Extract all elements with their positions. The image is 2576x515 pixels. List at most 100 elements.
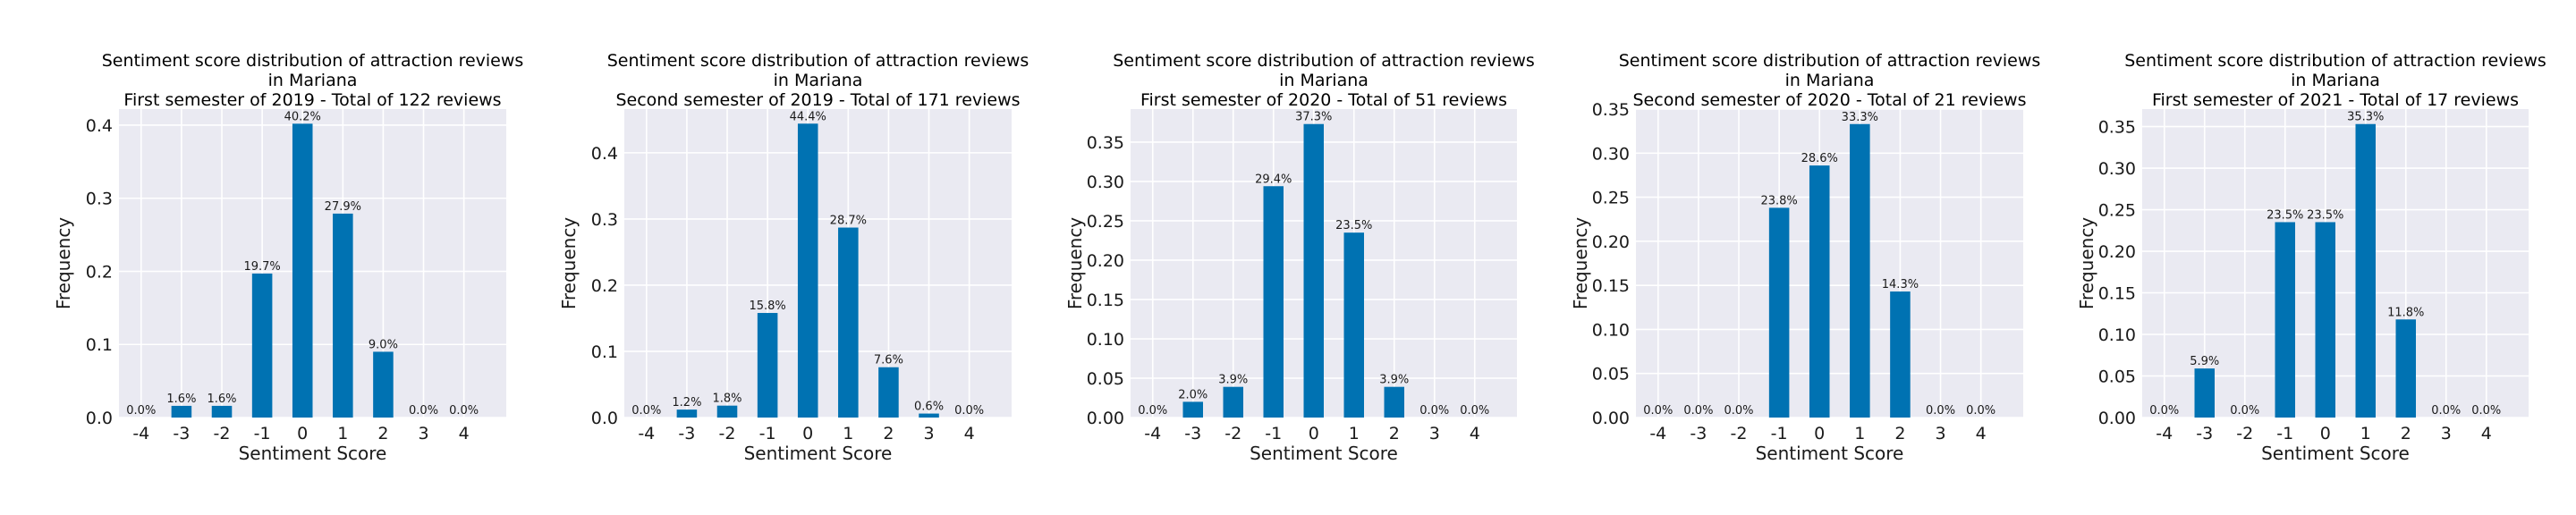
y-axis-label: Frequency bbox=[53, 217, 74, 309]
bar bbox=[333, 213, 353, 418]
y-axis-label: Frequency bbox=[558, 217, 580, 309]
x-axis-label: Sentiment Score bbox=[2261, 443, 2410, 464]
bar-value-label: 9.0% bbox=[369, 338, 398, 351]
chart-title-line: Second semester of 2020 - Total of 21 re… bbox=[1633, 90, 2027, 110]
x-axis-label: Sentiment Score bbox=[744, 443, 893, 464]
chart-title-line: First semester of 2019 - Total of 122 re… bbox=[123, 90, 501, 110]
chart-title-line: in Mariana bbox=[774, 71, 863, 90]
bar-value-label: 2.0% bbox=[1178, 388, 1208, 401]
x-tick-label: 3 bbox=[2441, 424, 2452, 443]
bar-value-label: 7.6% bbox=[874, 354, 903, 367]
x-tick-label: 2 bbox=[377, 424, 388, 443]
y-tick-label: 0.20 bbox=[1087, 251, 1124, 271]
bar-value-label: 3.9% bbox=[1218, 374, 1248, 387]
bar-value-label: 35.3% bbox=[2347, 111, 2384, 124]
bar bbox=[1343, 232, 1364, 418]
x-tick-label: 1 bbox=[843, 424, 853, 443]
bar bbox=[716, 405, 738, 418]
x-tick-label: -3 bbox=[1690, 424, 1707, 443]
bar-value-label: 23.5% bbox=[1335, 219, 1372, 232]
bar-value-label: 0.0% bbox=[449, 404, 479, 418]
bar-value-label: 0.0% bbox=[1419, 404, 1449, 418]
bar bbox=[2315, 222, 2335, 418]
bar-value-label: 37.3% bbox=[1295, 111, 1332, 124]
bar bbox=[2395, 319, 2416, 418]
y-tick-label: 0.15 bbox=[1087, 291, 1124, 310]
x-tick-label: -2 bbox=[214, 424, 231, 443]
y-tick-label: 0.00 bbox=[1592, 409, 1630, 428]
bar-value-label: 0.0% bbox=[1683, 404, 1713, 418]
bar-value-label: 1.8% bbox=[713, 393, 742, 406]
y-tick-label: 0.2 bbox=[591, 276, 618, 296]
y-tick-label: 0.3 bbox=[591, 210, 618, 230]
x-axis-label: Sentiment Score bbox=[1250, 443, 1398, 464]
bar-value-label: 0.0% bbox=[2149, 404, 2179, 418]
x-tick-label: -3 bbox=[1184, 424, 1201, 443]
x-tick-label: -2 bbox=[1731, 424, 1748, 443]
chart-title-line: Sentiment score distribution of attracti… bbox=[2124, 51, 2546, 71]
bar bbox=[1768, 207, 1790, 418]
bar bbox=[757, 313, 778, 418]
chart-title-line: Sentiment score distribution of attracti… bbox=[607, 51, 1030, 71]
y-tick-label: 0.30 bbox=[1087, 173, 1124, 192]
x-tick-label: 1 bbox=[1854, 424, 1865, 443]
y-tick-label: 0.05 bbox=[1087, 369, 1124, 389]
x-tick-label: 2 bbox=[2401, 424, 2411, 443]
bar-value-label: 11.8% bbox=[2387, 306, 2424, 319]
bar-value-label: 3.9% bbox=[1379, 374, 1409, 387]
bar-value-label: 23.5% bbox=[2267, 208, 2303, 222]
x-tick-label: -1 bbox=[1265, 424, 1282, 443]
bar-value-label: 27.9% bbox=[325, 200, 361, 214]
y-tick-label: 0.10 bbox=[1087, 330, 1124, 350]
bar-value-label: 0.6% bbox=[914, 401, 944, 414]
y-tick-label: 0.20 bbox=[1592, 232, 1630, 252]
bar-value-label: 19.7% bbox=[243, 260, 280, 274]
bar-value-label: 0.0% bbox=[1643, 404, 1673, 418]
bar-value-label: 0.0% bbox=[2230, 404, 2259, 418]
x-tick-label: 3 bbox=[1429, 424, 1440, 443]
bar-value-label: 29.4% bbox=[1255, 173, 1292, 186]
x-tick-label: -2 bbox=[2236, 424, 2253, 443]
bar bbox=[1890, 291, 1911, 418]
x-tick-label: 0 bbox=[1309, 424, 1319, 443]
bar bbox=[251, 273, 273, 418]
bar bbox=[2355, 123, 2376, 418]
x-tick-label: -1 bbox=[759, 424, 776, 443]
bar bbox=[1809, 165, 1830, 418]
bar bbox=[878, 367, 899, 418]
x-tick-label: 2 bbox=[1389, 424, 1400, 443]
bar-value-label: 0.0% bbox=[409, 404, 438, 418]
bar bbox=[1223, 386, 1243, 418]
y-tick-label: 0.1 bbox=[591, 342, 618, 362]
y-tick-label: 0.15 bbox=[2098, 284, 2136, 304]
chart-title-line: First semester of 2020 - Total of 51 rev… bbox=[1140, 90, 1507, 110]
bar bbox=[797, 123, 818, 418]
x-tick-label: -1 bbox=[1771, 424, 1788, 443]
bar bbox=[2194, 368, 2215, 418]
y-tick-label: 0.10 bbox=[2098, 325, 2136, 345]
y-tick-label: 0.10 bbox=[1592, 320, 1630, 340]
y-tick-label: 0.30 bbox=[2098, 159, 2136, 179]
bar-value-label: 44.4% bbox=[790, 110, 826, 123]
x-tick-label: 1 bbox=[1349, 424, 1360, 443]
y-tick-label: 0.3 bbox=[86, 190, 113, 209]
bar-value-label: 0.0% bbox=[2471, 404, 2501, 418]
chart-title-line: Sentiment score distribution of attracti… bbox=[1619, 51, 2041, 71]
bar-value-label: 0.0% bbox=[954, 404, 984, 418]
bar bbox=[171, 405, 192, 418]
x-tick-label: -1 bbox=[254, 424, 271, 443]
y-tick-label: 0.25 bbox=[1592, 189, 1630, 208]
x-tick-label: 3 bbox=[418, 424, 428, 443]
chart-title-line: in Mariana bbox=[1279, 71, 1368, 90]
y-axis-label: Frequency bbox=[2076, 217, 2097, 309]
x-axis-label: Sentiment Score bbox=[1756, 443, 1904, 464]
chart-title-line: Sentiment score distribution of attracti… bbox=[1113, 51, 1535, 71]
bar-value-label: 0.0% bbox=[1724, 404, 1754, 418]
bar-value-label: 1.6% bbox=[208, 393, 237, 406]
x-tick-label: 2 bbox=[883, 424, 894, 443]
y-tick-label: 0.15 bbox=[1592, 276, 1630, 296]
bar-value-label: 1.6% bbox=[166, 393, 196, 406]
x-tick-label: 4 bbox=[964, 424, 975, 443]
y-tick-label: 0.35 bbox=[1592, 100, 1630, 120]
